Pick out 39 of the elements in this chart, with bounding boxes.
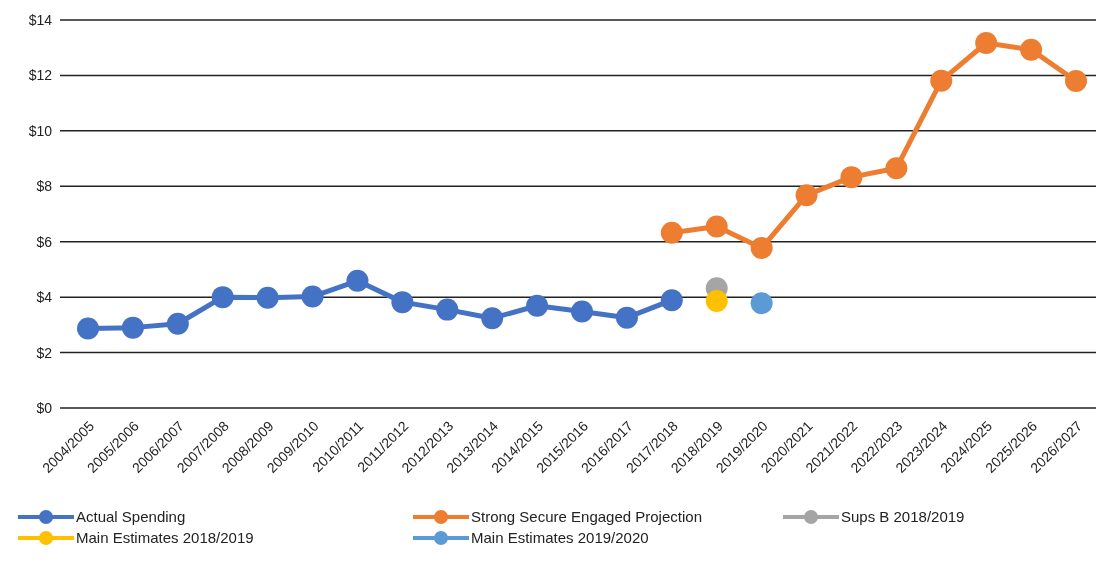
y-tick-label: $8 — [36, 178, 53, 195]
point — [391, 291, 414, 314]
y-tick-label: $12 — [28, 67, 53, 84]
point — [660, 289, 683, 312]
point — [750, 237, 773, 260]
point — [1065, 69, 1087, 92]
point — [705, 290, 728, 313]
y-tick-label: $10 — [28, 122, 53, 139]
legend-label: Main Estimates 2019/2020 — [471, 529, 649, 546]
point — [256, 286, 279, 309]
point — [301, 285, 324, 308]
point — [840, 166, 863, 189]
point — [615, 306, 638, 329]
point — [660, 221, 683, 244]
point — [481, 307, 504, 330]
point — [436, 298, 459, 321]
point — [795, 184, 818, 207]
point — [211, 286, 234, 309]
point — [346, 269, 369, 292]
point — [77, 317, 99, 340]
legend-label: Main Estimates 2018/2019 — [76, 529, 254, 546]
y-tick-label: $14 — [28, 11, 53, 28]
legend-label: Actual Spending — [76, 508, 186, 525]
point — [885, 157, 908, 180]
point — [1020, 38, 1043, 61]
legend-label: Sups B 2018/2019 — [841, 508, 965, 525]
point — [705, 215, 728, 238]
point — [930, 69, 953, 92]
y-tick-label: $6 — [36, 233, 53, 250]
point — [526, 294, 549, 317]
point — [166, 312, 189, 335]
legend-label: Strong Secure Engaged Projection — [471, 508, 702, 525]
point — [750, 292, 773, 315]
y-tick-label: $2 — [36, 344, 53, 361]
y-tick-label: $0 — [36, 399, 53, 416]
y-tick-label: $4 — [36, 289, 53, 306]
point — [975, 32, 998, 54]
point — [571, 300, 593, 323]
point — [121, 316, 144, 339]
